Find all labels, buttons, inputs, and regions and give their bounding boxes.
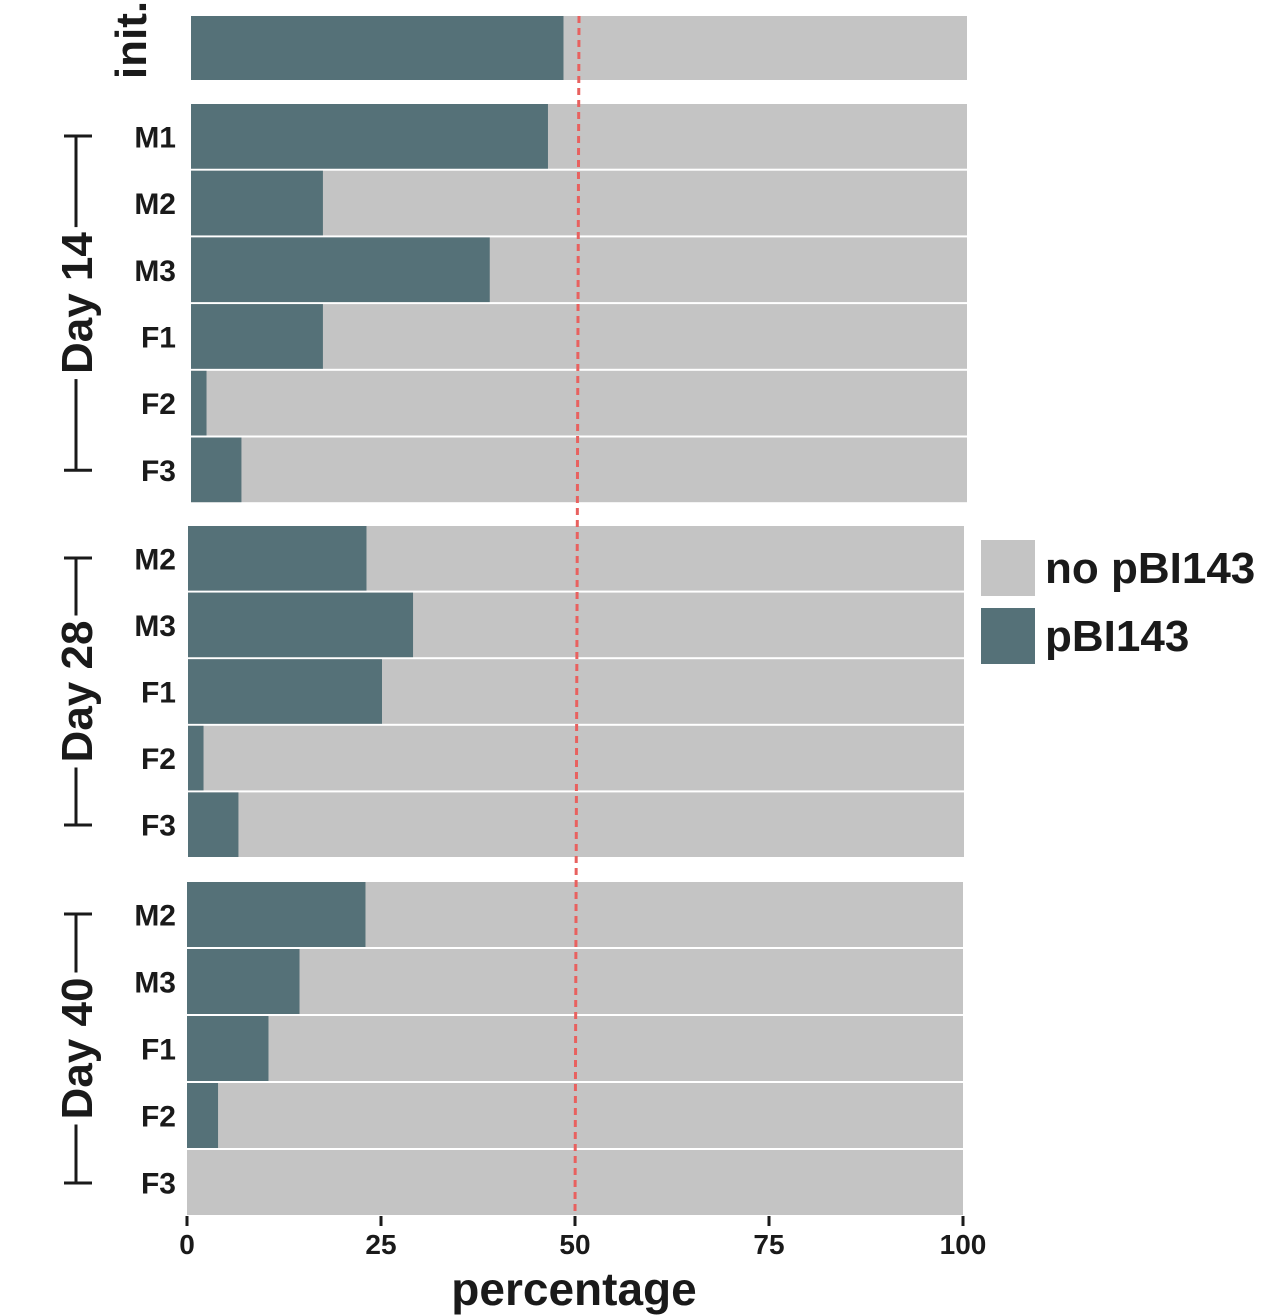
legend-swatch bbox=[981, 540, 1035, 596]
row-label: M3 bbox=[134, 255, 176, 288]
group-label: Day 40 bbox=[53, 978, 102, 1120]
x-tick-label: 100 bbox=[940, 1229, 987, 1260]
row-label: M2 bbox=[134, 188, 176, 221]
bar-segment-pbi143 bbox=[191, 437, 242, 503]
x-axis: 0 25 50 75 100 bbox=[179, 1215, 987, 1260]
bar-segment-pbi143 bbox=[187, 882, 366, 947]
bar-segment-pbi143 bbox=[188, 526, 367, 591]
bar-segment-pbi143 bbox=[191, 304, 323, 369]
row-label: F3 bbox=[141, 1168, 176, 1201]
bar-segment-pbi143 bbox=[188, 659, 382, 724]
group-label-backing bbox=[52, 972, 100, 1125]
row-label: M1 bbox=[134, 121, 176, 154]
bar-segment-no-pbi143 bbox=[188, 725, 964, 791]
row-label: F2 bbox=[141, 743, 176, 776]
x-tick-label: 0 bbox=[179, 1229, 195, 1260]
group-label-backing bbox=[52, 615, 100, 768]
row-label: M3 bbox=[134, 967, 176, 1000]
row-label: F1 bbox=[141, 1034, 176, 1067]
group-label-backing bbox=[52, 227, 100, 380]
reference-line-group bbox=[573, 15, 581, 1217]
bar-segment-pbi143 bbox=[188, 792, 239, 857]
group-label: Day 14 bbox=[53, 232, 102, 374]
bar-segment-no-pbi143 bbox=[191, 437, 967, 503]
row-label: M2 bbox=[134, 543, 176, 576]
row-labels: M1 M2 M3 F1 F2 F3 M2 M3 F1 F2 F3 M2 M3 F1 F2 F3 bbox=[134, 121, 176, 1200]
bar-segment-pbi143 bbox=[191, 370, 207, 436]
legend: no pBI143 pBI143 bbox=[981, 540, 1255, 664]
row-label: F1 bbox=[141, 677, 176, 710]
row-label: M2 bbox=[134, 900, 176, 933]
x-tick-label: 50 bbox=[559, 1229, 590, 1260]
reference-line-50 bbox=[573, 15, 581, 1217]
bar-segment-pbi143 bbox=[187, 1083, 219, 1148]
row-label: F3 bbox=[141, 810, 176, 843]
row-label: F2 bbox=[141, 388, 176, 421]
x-tick-label: 75 bbox=[753, 1229, 784, 1260]
bar-segment-pbi143 bbox=[187, 949, 300, 1014]
row-label: M3 bbox=[134, 610, 176, 643]
bar-segment-pbi143 bbox=[191, 170, 323, 236]
bar-area bbox=[187, 16, 967, 1215]
legend-swatch bbox=[981, 608, 1035, 664]
x-tick-label: 25 bbox=[365, 1229, 396, 1260]
legend-label: pBI143 bbox=[1045, 612, 1189, 661]
bar-segment-pbi143 bbox=[188, 592, 414, 658]
row-label: F1 bbox=[141, 321, 176, 354]
group-label: Day 28 bbox=[53, 621, 102, 763]
legend-label: no pBI143 bbox=[1045, 544, 1255, 593]
group-label: init. bbox=[107, 1, 156, 79]
row-label: F3 bbox=[141, 455, 176, 488]
bar-segment-pbi143 bbox=[188, 725, 204, 791]
bar-segment-pbi143 bbox=[191, 237, 490, 303]
bar-segment-pbi143 bbox=[191, 104, 548, 169]
x-axis-title: percentage bbox=[451, 1263, 696, 1315]
bar-segment-pbi143 bbox=[187, 1016, 269, 1081]
row-label: F2 bbox=[141, 1101, 176, 1134]
group-labels: init. Day 14 Day 28 Day 40 bbox=[52, 1, 156, 1185]
bar-segment-pbi143 bbox=[191, 16, 564, 80]
